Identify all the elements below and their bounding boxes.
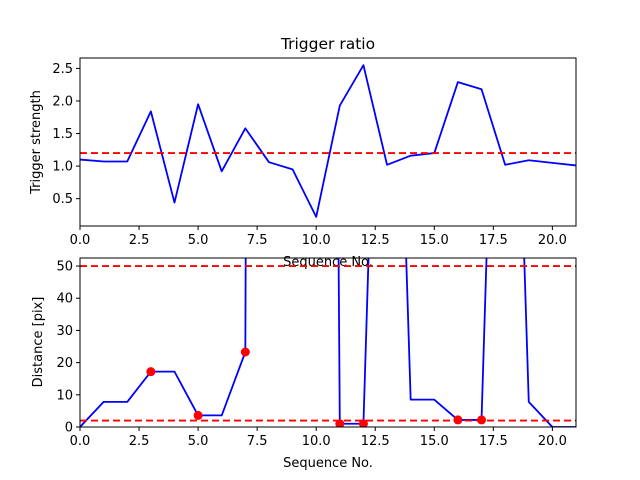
- x-tick-label: 10.0: [302, 434, 331, 449]
- x-axis-label: Sequence No.: [283, 255, 373, 270]
- x-tick-label: 15.0: [420, 233, 449, 248]
- data-point-marker: [193, 410, 203, 420]
- x-tick-label: 20.0: [538, 434, 567, 449]
- axis-ticks: 0.0 2.5 5.0 7.5 10.0 12.5 15.0 17.5 20.0 0.5 1.0 1.…: [52, 62, 567, 248]
- x-axis-label: Sequence No.: [283, 456, 373, 471]
- y-tick-label: 40: [56, 292, 73, 307]
- x-tick-label: 0.0: [70, 434, 91, 449]
- y-tick-label: 2.5: [52, 62, 73, 77]
- x-tick-label: 15.0: [420, 434, 449, 449]
- x-tick-label: 12.5: [361, 434, 390, 449]
- data-point-marker: [146, 367, 156, 377]
- y-axis-label: Distance [pix]: [31, 297, 46, 388]
- x-tick-label: 2.5: [129, 233, 150, 248]
- y-tick-label: 1.0: [52, 160, 73, 175]
- plot-area: [80, 64, 576, 218]
- distance-chart: 0.0 2.5 5.0 7.5 10.0 12.5 15.0 17.5 20.0 0 10 20 30 4…: [31, 257, 577, 471]
- y-tick-label: 30: [56, 324, 73, 339]
- y-axis-label: Trigger strength: [29, 90, 44, 195]
- y-tick-label: 1.5: [52, 127, 73, 142]
- x-tick-label: 5.0: [188, 233, 209, 248]
- series-line: [80, 64, 576, 218]
- chart-title: Trigger ratio: [280, 35, 375, 53]
- x-tick-label: 10.0: [302, 233, 331, 248]
- x-tick-label: 17.5: [479, 434, 508, 449]
- y-tick-label: 0: [65, 421, 73, 436]
- series-line: [80, 258, 576, 427]
- x-tick-label: 7.5: [247, 434, 268, 449]
- y-tick-label: 20: [56, 356, 73, 371]
- x-tick-label: 7.5: [247, 233, 268, 248]
- data-point-marker: [240, 347, 250, 357]
- x-tick-label: 2.5: [129, 434, 150, 449]
- x-tick-label: 5.0: [188, 434, 209, 449]
- plot-area: [80, 258, 576, 427]
- axes-frame: [79, 57, 577, 227]
- x-tick-label: 0.0: [70, 233, 91, 248]
- y-tick-label: 10: [56, 388, 73, 403]
- axis-ticks: 0.0 2.5 5.0 7.5 10.0 12.5 15.0 17.5 20.0 0 10 20 30 4…: [56, 260, 566, 449]
- y-tick-label: 2.0: [52, 94, 73, 109]
- y-tick-label: 50: [56, 260, 73, 275]
- x-tick-label: 12.5: [361, 233, 390, 248]
- axes-frame: [79, 257, 577, 428]
- y-tick-label: 0.5: [52, 192, 73, 207]
- x-tick-label: 20.0: [538, 233, 567, 248]
- x-tick-label: 17.5: [479, 233, 508, 248]
